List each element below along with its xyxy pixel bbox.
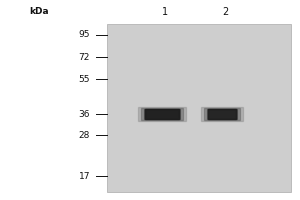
Bar [138, 107, 186, 121]
Bar [207, 109, 238, 119]
Text: 72: 72 [79, 53, 90, 62]
Bar [204, 108, 240, 120]
FancyBboxPatch shape [106, 24, 291, 192]
Text: 28: 28 [79, 131, 90, 140]
Bar [144, 109, 181, 119]
Text: 95: 95 [79, 30, 90, 39]
Bar [141, 108, 183, 120]
Text: 2: 2 [222, 7, 228, 17]
Bar [208, 109, 236, 118]
Text: kDa: kDa [29, 7, 49, 17]
Bar [201, 107, 243, 121]
Bar [145, 109, 179, 118]
Text: 36: 36 [79, 110, 90, 119]
Text: 55: 55 [79, 75, 90, 84]
Text: 17: 17 [79, 172, 90, 181]
Text: 1: 1 [162, 7, 168, 17]
